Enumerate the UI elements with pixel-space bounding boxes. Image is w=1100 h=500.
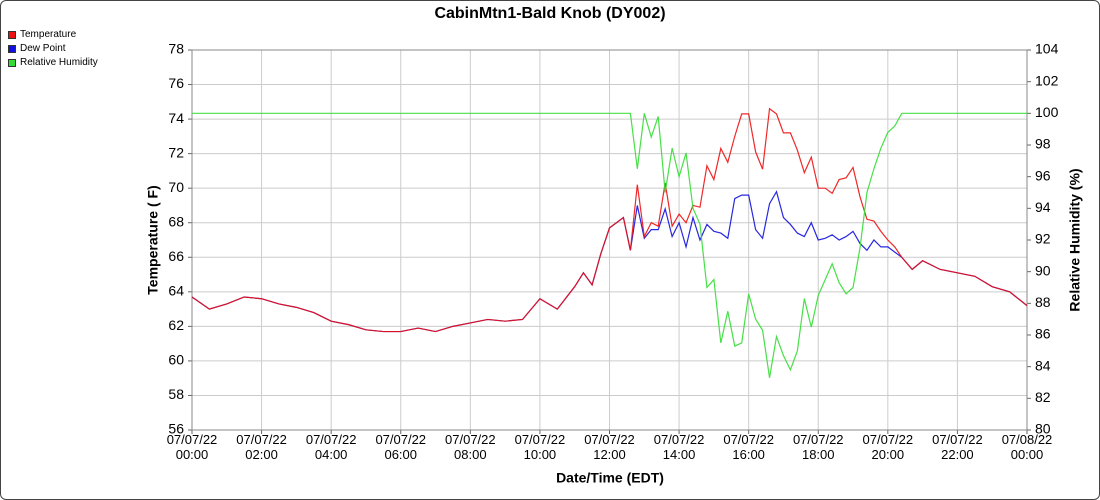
y-axis-title: Temperature ( F) [145, 185, 161, 294]
y2-tick-label: 92 [1035, 231, 1051, 247]
y2-tick-label: 90 [1035, 262, 1051, 278]
x-tick-label: 07/07/22 08:00 [445, 432, 496, 462]
x-tick-label: 07/07/22 06:00 [375, 432, 427, 462]
y-tick-label: 76 [168, 75, 184, 91]
y-tick-label: 74 [168, 110, 184, 126]
y2-tick-label: 88 [1035, 294, 1051, 310]
y-tick-label: 58 [168, 386, 184, 402]
plot-border [191, 49, 1028, 431]
y2-tick-label: 86 [1035, 326, 1051, 342]
y2-tick-label: 104 [1035, 41, 1059, 57]
legend-label: Dew Point [20, 43, 66, 54]
legend-item: Relative Humidity [8, 56, 98, 70]
legend-swatch [8, 59, 16, 67]
y2-tick-label: 102 [1035, 72, 1059, 88]
legend-item: Temperature [8, 28, 98, 42]
x-tick-label: 07/07/22 12:00 [584, 432, 635, 462]
y-tick-label: 68 [168, 213, 184, 229]
y-tick-label: 66 [168, 248, 184, 264]
y-tick-label: 78 [168, 41, 184, 57]
y2-tick-label: 94 [1035, 199, 1051, 215]
x-tick-label: 07/07/22 14:00 [653, 432, 705, 462]
y2-tick-label: 96 [1035, 167, 1051, 183]
y2-tick-label: 98 [1035, 136, 1051, 152]
y-tick-label: 62 [168, 317, 184, 333]
x-tick-label: 07/07/22 10:00 [514, 432, 566, 462]
x-tick-label: 07/07/22 00:00 [166, 432, 218, 462]
legend-swatch [8, 45, 16, 53]
x-tick-label: 07/08/22 00:00 [1001, 432, 1053, 462]
y2-axis-title: Relative Humidity (%) [1067, 168, 1083, 311]
x-tick-label: 07/07/22 16:00 [723, 432, 774, 462]
y2-tick-label: 84 [1035, 357, 1051, 373]
legend-item: Dew Point [8, 42, 98, 56]
x-tick-label: 07/07/22 22:00 [932, 432, 983, 462]
y-tick-label: 70 [168, 179, 184, 195]
x-axis-title: Date/Time (EDT) [556, 470, 664, 486]
y-tick-label: 60 [168, 352, 184, 368]
y2-tick-label: 80 [1035, 421, 1051, 437]
x-tick-label: 07/07/22 04:00 [305, 432, 357, 462]
x-tick-label: 07/07/22 02:00 [236, 432, 287, 462]
legend-swatch [8, 31, 16, 39]
y-tick-label: 56 [168, 421, 184, 437]
y-tick-label: 64 [168, 283, 184, 299]
legend-label: Relative Humidity [20, 57, 98, 68]
y-tick-label: 72 [168, 144, 184, 160]
legend-label: Temperature [20, 29, 77, 40]
x-tick-label: 07/07/22 18:00 [792, 432, 844, 462]
y2-tick-label: 100 [1035, 104, 1059, 120]
x-tick-label: 07/07/22 20:00 [862, 432, 914, 462]
y2-tick-label: 82 [1035, 389, 1051, 405]
chart-title: CabinMtn1-Bald Knob (DY002) [434, 5, 665, 22]
legend: Temperature Dew Point Relative Humidity [8, 28, 98, 70]
series-line [192, 112, 1027, 378]
